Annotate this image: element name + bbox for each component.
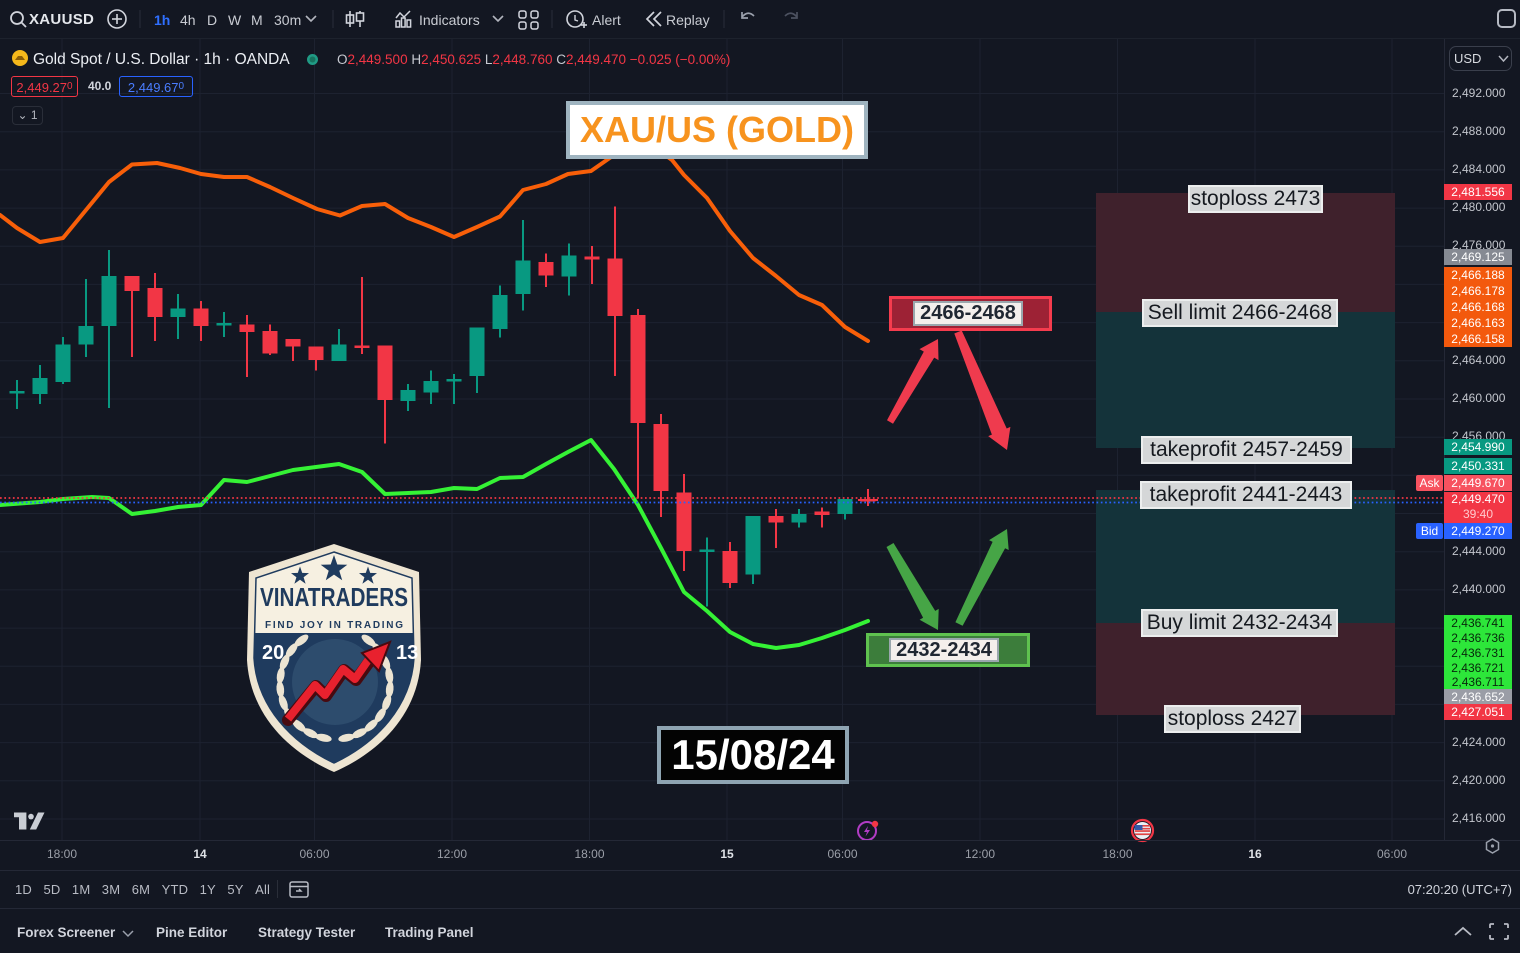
svg-text:VINATRADERS: VINATRADERS [260, 582, 408, 612]
svg-text:20: 20 [262, 642, 284, 664]
svg-text:FIND JOY IN TRADING: FIND JOY IN TRADING [265, 620, 403, 631]
svg-text:13: 13 [396, 642, 418, 664]
